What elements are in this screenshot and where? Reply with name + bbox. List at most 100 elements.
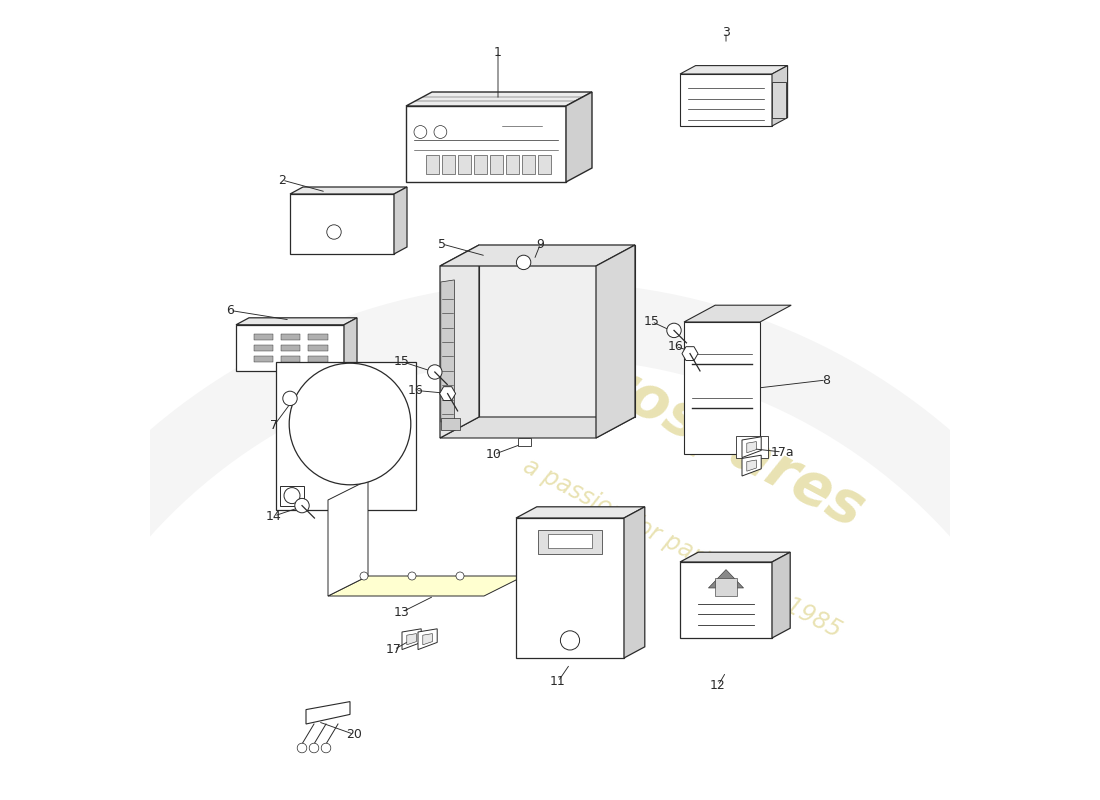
Polygon shape — [328, 576, 524, 596]
Polygon shape — [516, 518, 624, 658]
Polygon shape — [290, 187, 407, 194]
Bar — [442, 155, 454, 174]
Circle shape — [408, 572, 416, 580]
Polygon shape — [518, 438, 531, 446]
Circle shape — [434, 126, 447, 138]
Polygon shape — [516, 507, 645, 518]
Polygon shape — [440, 245, 635, 266]
Polygon shape — [422, 634, 432, 645]
Circle shape — [428, 365, 442, 379]
Bar — [458, 155, 471, 174]
Circle shape — [295, 498, 309, 513]
Polygon shape — [684, 322, 760, 454]
Text: 15: 15 — [394, 355, 410, 368]
Polygon shape — [680, 74, 772, 126]
Text: 8: 8 — [822, 374, 830, 386]
Polygon shape — [538, 530, 602, 554]
Text: 12: 12 — [711, 679, 726, 692]
Circle shape — [283, 391, 297, 406]
Polygon shape — [680, 66, 788, 74]
Circle shape — [360, 572, 368, 580]
Bar — [715, 578, 737, 596]
Bar — [538, 155, 551, 174]
Polygon shape — [394, 187, 407, 254]
Polygon shape — [344, 318, 358, 371]
Polygon shape — [441, 280, 454, 422]
Polygon shape — [772, 552, 790, 638]
Polygon shape — [440, 245, 478, 438]
Text: 2: 2 — [278, 174, 286, 186]
Text: 1: 1 — [494, 46, 502, 58]
Polygon shape — [772, 82, 786, 118]
Polygon shape — [308, 345, 328, 351]
Text: 10: 10 — [486, 448, 502, 461]
Polygon shape — [236, 325, 344, 371]
Text: 9: 9 — [537, 238, 544, 250]
Polygon shape — [440, 386, 455, 401]
Polygon shape — [747, 460, 757, 471]
Polygon shape — [684, 305, 791, 322]
Polygon shape — [772, 66, 788, 126]
Text: a passion for parts since 1985: a passion for parts since 1985 — [519, 454, 845, 642]
Polygon shape — [308, 334, 328, 340]
Polygon shape — [402, 629, 421, 650]
Text: 14: 14 — [266, 510, 282, 522]
Bar — [426, 155, 439, 174]
Text: 20: 20 — [346, 728, 362, 741]
Polygon shape — [624, 507, 645, 658]
Text: 16: 16 — [408, 384, 424, 397]
Text: 13: 13 — [394, 606, 410, 618]
Polygon shape — [478, 245, 635, 417]
Circle shape — [414, 126, 427, 138]
Circle shape — [297, 743, 307, 753]
Polygon shape — [406, 106, 566, 182]
Circle shape — [667, 323, 681, 338]
Polygon shape — [680, 562, 772, 638]
Polygon shape — [441, 418, 460, 430]
Polygon shape — [328, 480, 369, 596]
Polygon shape — [254, 356, 273, 362]
Polygon shape — [290, 194, 394, 254]
Polygon shape — [407, 634, 417, 645]
Text: 3: 3 — [722, 26, 730, 38]
Polygon shape — [406, 92, 592, 106]
Polygon shape — [708, 570, 744, 588]
Polygon shape — [276, 362, 416, 510]
Polygon shape — [282, 334, 300, 340]
Circle shape — [321, 743, 331, 753]
Polygon shape — [742, 437, 761, 458]
Text: 5: 5 — [438, 238, 446, 250]
Polygon shape — [282, 356, 300, 362]
Polygon shape — [747, 442, 757, 453]
Bar — [522, 155, 535, 174]
Polygon shape — [736, 437, 768, 458]
Polygon shape — [306, 702, 350, 724]
Circle shape — [516, 255, 531, 270]
Polygon shape — [548, 534, 593, 549]
Circle shape — [560, 630, 580, 650]
Text: 17a: 17a — [770, 446, 794, 458]
Polygon shape — [282, 345, 300, 351]
Polygon shape — [742, 455, 761, 476]
Polygon shape — [680, 552, 790, 562]
Polygon shape — [254, 345, 273, 351]
Circle shape — [327, 225, 341, 239]
Polygon shape — [254, 334, 273, 340]
Bar — [490, 155, 503, 174]
Text: 11: 11 — [550, 675, 565, 688]
Polygon shape — [236, 318, 358, 325]
Polygon shape — [682, 346, 698, 361]
Circle shape — [284, 487, 300, 504]
Polygon shape — [596, 245, 635, 438]
Text: eurospares: eurospares — [521, 316, 874, 540]
Bar — [506, 155, 519, 174]
Circle shape — [456, 572, 464, 580]
Polygon shape — [440, 417, 635, 438]
Polygon shape — [280, 486, 304, 506]
Text: 17: 17 — [386, 643, 402, 656]
Circle shape — [289, 363, 410, 485]
Text: 7: 7 — [270, 419, 278, 432]
Text: 16: 16 — [668, 340, 683, 353]
Polygon shape — [418, 629, 437, 650]
Polygon shape — [566, 92, 592, 182]
